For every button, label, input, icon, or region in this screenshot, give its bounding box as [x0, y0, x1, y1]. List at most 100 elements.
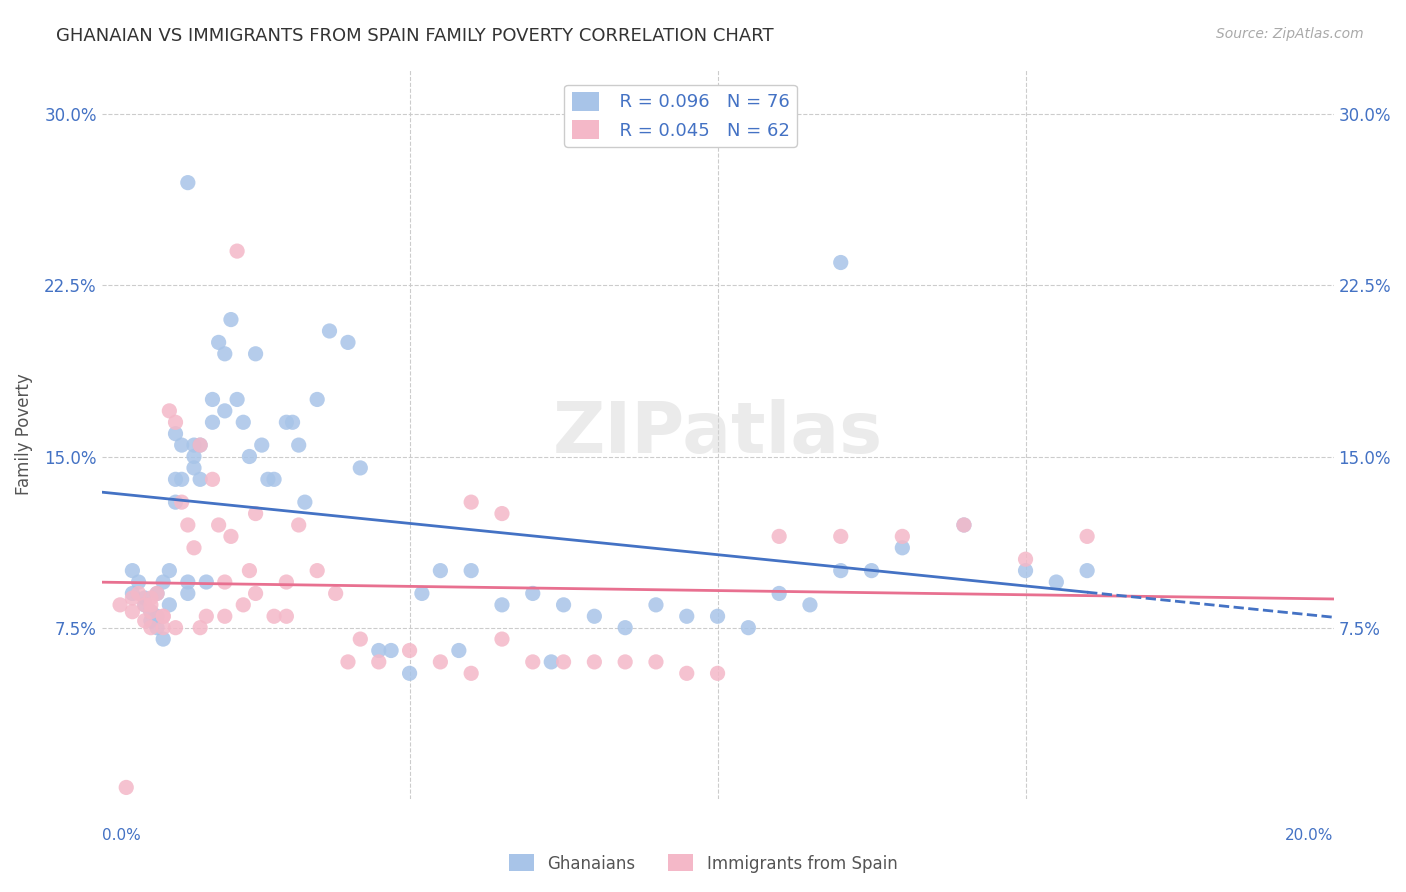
- Point: [349, 632, 371, 646]
- Point: [188, 472, 211, 486]
- Text: 20.0%: 20.0%: [1285, 828, 1333, 843]
- Point: [188, 438, 211, 452]
- Point: [146, 621, 169, 635]
- Point: [177, 176, 200, 190]
- Point: [207, 335, 229, 350]
- Point: [134, 598, 156, 612]
- Point: [645, 655, 668, 669]
- Point: [214, 347, 236, 361]
- Point: [287, 518, 309, 533]
- Point: [276, 609, 298, 624]
- Point: [183, 450, 205, 464]
- Point: [540, 655, 562, 669]
- Point: [491, 507, 513, 521]
- Point: [134, 591, 156, 605]
- Point: [170, 472, 193, 486]
- Point: [201, 415, 224, 429]
- Point: [245, 347, 267, 361]
- Point: [276, 575, 298, 590]
- Point: [165, 621, 187, 635]
- Point: [157, 564, 180, 578]
- Point: [380, 643, 402, 657]
- Point: [232, 598, 254, 612]
- Point: [165, 472, 187, 486]
- Point: [219, 529, 242, 543]
- Point: [860, 564, 883, 578]
- Point: [1014, 564, 1036, 578]
- Point: [325, 586, 347, 600]
- Point: [121, 586, 143, 600]
- Point: [614, 621, 637, 635]
- Point: [398, 643, 420, 657]
- Point: [675, 666, 697, 681]
- Point: [460, 666, 482, 681]
- Point: [768, 586, 790, 600]
- Point: [207, 518, 229, 533]
- Point: [367, 655, 389, 669]
- Point: [307, 392, 329, 407]
- Point: [121, 564, 143, 578]
- Point: [115, 780, 138, 795]
- Legend:   R = 0.096   N = 76,   R = 0.045   N = 62: R = 0.096 N = 76, R = 0.045 N = 62: [564, 85, 797, 147]
- Point: [157, 598, 180, 612]
- Point: [891, 529, 914, 543]
- Point: [146, 609, 169, 624]
- Point: [281, 415, 304, 429]
- Point: [263, 609, 285, 624]
- Point: [553, 598, 575, 612]
- Point: [152, 609, 174, 624]
- Point: [165, 426, 187, 441]
- Point: [429, 564, 451, 578]
- Point: [645, 598, 668, 612]
- Point: [195, 609, 218, 624]
- Point: [263, 472, 285, 486]
- Point: [152, 621, 174, 635]
- Point: [201, 472, 224, 486]
- Point: [188, 621, 211, 635]
- Point: [146, 586, 169, 600]
- Point: [152, 632, 174, 646]
- Point: [214, 609, 236, 624]
- Point: [201, 392, 224, 407]
- Point: [214, 575, 236, 590]
- Legend: Ghanaians, Immigrants from Spain: Ghanaians, Immigrants from Spain: [502, 847, 904, 880]
- Point: [195, 575, 218, 590]
- Point: [768, 529, 790, 543]
- Point: [128, 586, 150, 600]
- Point: [170, 438, 193, 452]
- Point: [276, 415, 298, 429]
- Point: [349, 461, 371, 475]
- Point: [1014, 552, 1036, 566]
- Point: [491, 632, 513, 646]
- Point: [398, 666, 420, 681]
- Point: [121, 591, 143, 605]
- Point: [108, 598, 131, 612]
- Point: [706, 666, 728, 681]
- Point: [139, 605, 162, 619]
- Point: [139, 598, 162, 612]
- Text: ZIPatlas: ZIPatlas: [553, 400, 883, 468]
- Point: [491, 598, 513, 612]
- Point: [447, 643, 470, 657]
- Point: [226, 244, 249, 259]
- Point: [553, 655, 575, 669]
- Point: [830, 255, 852, 269]
- Point: [287, 438, 309, 452]
- Point: [139, 605, 162, 619]
- Point: [128, 575, 150, 590]
- Point: [737, 621, 759, 635]
- Y-axis label: Family Poverty: Family Poverty: [15, 373, 32, 494]
- Point: [318, 324, 340, 338]
- Point: [614, 655, 637, 669]
- Point: [953, 518, 976, 533]
- Point: [953, 518, 976, 533]
- Point: [226, 392, 249, 407]
- Point: [830, 564, 852, 578]
- Point: [177, 586, 200, 600]
- Point: [238, 564, 260, 578]
- Point: [165, 495, 187, 509]
- Point: [183, 438, 205, 452]
- Point: [706, 609, 728, 624]
- Point: [232, 415, 254, 429]
- Point: [830, 529, 852, 543]
